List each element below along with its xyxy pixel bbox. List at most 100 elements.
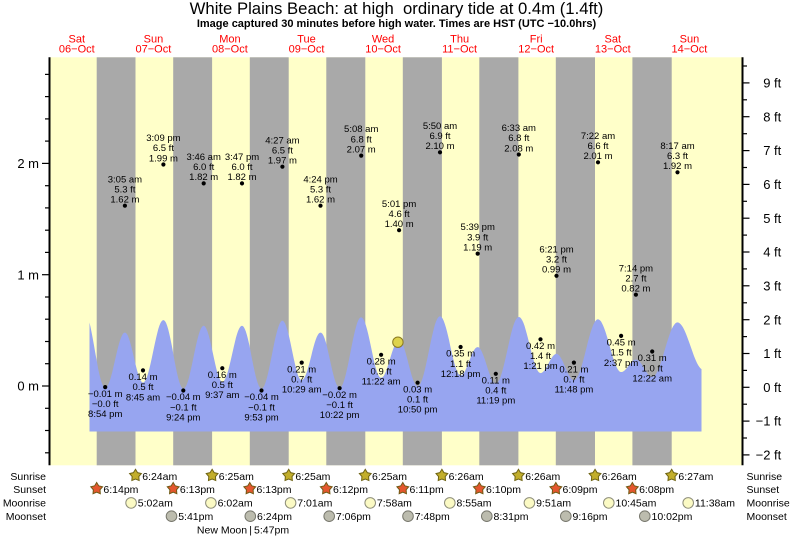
- svg-text:09−Oct: 09−Oct: [289, 44, 325, 56]
- svg-text:6.8 ft: 6.8 ft: [508, 133, 529, 144]
- svg-text:1.97 m: 1.97 m: [268, 156, 297, 167]
- svg-text:2 m: 2 m: [17, 156, 39, 171]
- svg-text:2.01 m: 2.01 m: [583, 151, 612, 162]
- svg-text:−0.02 m: −0.02 m: [322, 390, 357, 401]
- svg-text:6:26am: 6:26am: [525, 471, 560, 483]
- svg-text:3 ft: 3 ft: [763, 278, 781, 293]
- svg-text:2:37 pm: 2:37 pm: [604, 358, 638, 369]
- svg-text:6:25am: 6:25am: [372, 471, 407, 483]
- svg-text:1.99 m: 1.99 m: [149, 153, 178, 164]
- svg-text:4:24 pm: 4:24 pm: [303, 174, 337, 185]
- svg-text:0 ft: 0 ft: [763, 380, 781, 395]
- svg-text:7:01am: 7:01am: [297, 498, 332, 510]
- svg-text:0.5 ft: 0.5 ft: [212, 380, 233, 391]
- svg-text:Moonrise: Moonrise: [3, 498, 46, 510]
- svg-text:0.7 ft: 0.7 ft: [291, 374, 312, 385]
- svg-text:11:19 pm: 11:19 pm: [476, 396, 515, 407]
- svg-text:8:45 am: 8:45 am: [126, 392, 160, 403]
- svg-text:4:27 am: 4:27 am: [265, 135, 299, 146]
- svg-text:8:17 am: 8:17 am: [660, 141, 694, 152]
- svg-text:Sun: Sun: [680, 33, 700, 45]
- svg-text:New Moon | 5:47pm: New Moon | 5:47pm: [197, 525, 289, 537]
- svg-text:6:13pm: 6:13pm: [257, 484, 292, 496]
- svg-text:0.14 m: 0.14 m: [128, 372, 157, 383]
- svg-text:Tue: Tue: [297, 33, 316, 45]
- svg-text:−1 ft: −1 ft: [756, 414, 782, 429]
- svg-text:−0.01 m: −0.01 m: [88, 389, 123, 400]
- svg-text:6.5 ft: 6.5 ft: [272, 145, 293, 156]
- svg-text:10:45am: 10:45am: [616, 498, 657, 510]
- svg-text:White Plains Beach: at high o: White Plains Beach: at high ordinary tid…: [190, 0, 604, 18]
- svg-text:1.40 m: 1.40 m: [385, 219, 414, 230]
- svg-text:6.8 ft: 6.8 ft: [351, 134, 372, 145]
- svg-text:3:05 am: 3:05 am: [108, 174, 142, 185]
- svg-text:3.9 ft: 3.9 ft: [467, 232, 488, 243]
- svg-text:Sun: Sun: [144, 33, 164, 45]
- svg-text:0.1 ft: 0.1 ft: [407, 395, 428, 406]
- svg-text:2.07 m: 2.07 m: [347, 144, 376, 155]
- svg-text:0.5 ft: 0.5 ft: [132, 382, 153, 393]
- svg-text:6:24am: 6:24am: [142, 471, 177, 483]
- svg-text:7:48pm: 7:48pm: [415, 511, 450, 523]
- svg-text:6.0 ft: 6.0 ft: [231, 162, 252, 173]
- svg-text:5:39 pm: 5:39 pm: [461, 222, 495, 233]
- svg-text:2.08 m: 2.08 m: [504, 143, 533, 154]
- svg-text:7:06pm: 7:06pm: [336, 511, 371, 523]
- svg-text:12:22 am: 12:22 am: [632, 373, 672, 384]
- svg-text:Thu: Thu: [450, 33, 469, 45]
- svg-text:11:22 am: 11:22 am: [362, 377, 401, 388]
- svg-text:0.99 m: 0.99 m: [542, 265, 571, 276]
- svg-text:4 ft: 4 ft: [763, 245, 781, 260]
- svg-text:9 ft: 9 ft: [763, 76, 781, 91]
- svg-text:Mon: Mon: [219, 33, 240, 45]
- svg-text:4.6 ft: 4.6 ft: [389, 209, 410, 220]
- svg-text:6:10pm: 6:10pm: [486, 484, 521, 496]
- svg-text:12−Oct: 12−Oct: [518, 44, 554, 56]
- svg-text:0 m: 0 m: [17, 379, 39, 394]
- svg-text:0.16 m: 0.16 m: [208, 370, 237, 381]
- svg-text:0.4 ft: 0.4 ft: [485, 386, 506, 397]
- svg-text:9:16pm: 9:16pm: [573, 511, 608, 523]
- svg-text:6:08pm: 6:08pm: [639, 484, 674, 496]
- svg-text:07−Oct: 07−Oct: [136, 44, 172, 56]
- svg-text:3:47 pm: 3:47 pm: [225, 152, 259, 163]
- svg-text:0.21 m: 0.21 m: [559, 364, 588, 375]
- svg-text:1.4 ft: 1.4 ft: [530, 351, 551, 362]
- svg-text:Wed: Wed: [372, 33, 394, 45]
- svg-text:6:02am: 6:02am: [218, 498, 253, 510]
- svg-text:6.5 ft: 6.5 ft: [153, 143, 174, 154]
- svg-text:10:29 am: 10:29 am: [282, 385, 322, 396]
- svg-text:−0.04 m: −0.04 m: [166, 392, 201, 403]
- svg-text:5:50 am: 5:50 am: [423, 121, 457, 132]
- svg-text:6:09pm: 6:09pm: [563, 484, 598, 496]
- svg-text:−0.1 ft: −0.1 ft: [170, 402, 197, 413]
- svg-text:10:02pm: 10:02pm: [652, 511, 693, 523]
- svg-text:−0.04 m: −0.04 m: [244, 392, 279, 403]
- svg-text:6.3 ft: 6.3 ft: [667, 151, 688, 162]
- svg-text:2.7 ft: 2.7 ft: [625, 273, 646, 284]
- svg-text:Sunset: Sunset: [13, 484, 46, 496]
- svg-text:1.82 m: 1.82 m: [227, 172, 256, 183]
- svg-text:8:31pm: 8:31pm: [494, 511, 529, 523]
- svg-text:0.82 m: 0.82 m: [621, 284, 650, 295]
- svg-text:Moonrise: Moonrise: [747, 498, 790, 510]
- svg-text:7 ft: 7 ft: [763, 143, 781, 158]
- svg-text:5:08 am: 5:08 am: [344, 124, 378, 135]
- svg-text:6.0 ft: 6.0 ft: [193, 162, 214, 173]
- svg-text:3:09 pm: 3:09 pm: [146, 133, 180, 144]
- svg-text:10:50 pm: 10:50 pm: [398, 405, 438, 416]
- svg-text:Sat: Sat: [69, 33, 86, 45]
- svg-text:6:26am: 6:26am: [449, 471, 484, 483]
- svg-text:1.62 m: 1.62 m: [306, 195, 335, 206]
- svg-text:6:33 am: 6:33 am: [502, 123, 536, 134]
- svg-text:6:27am: 6:27am: [678, 471, 713, 483]
- svg-text:6:11pm: 6:11pm: [410, 484, 444, 496]
- svg-text:5 ft: 5 ft: [763, 211, 781, 226]
- svg-text:5.3 ft: 5.3 ft: [114, 184, 135, 195]
- svg-text:6:24pm: 6:24pm: [257, 511, 292, 523]
- svg-text:6:14pm: 6:14pm: [103, 484, 138, 496]
- svg-text:5.3 ft: 5.3 ft: [310, 184, 331, 195]
- svg-text:0.35 m: 0.35 m: [446, 349, 475, 360]
- svg-text:6:26am: 6:26am: [602, 471, 637, 483]
- svg-text:1.0 ft: 1.0 ft: [642, 363, 663, 374]
